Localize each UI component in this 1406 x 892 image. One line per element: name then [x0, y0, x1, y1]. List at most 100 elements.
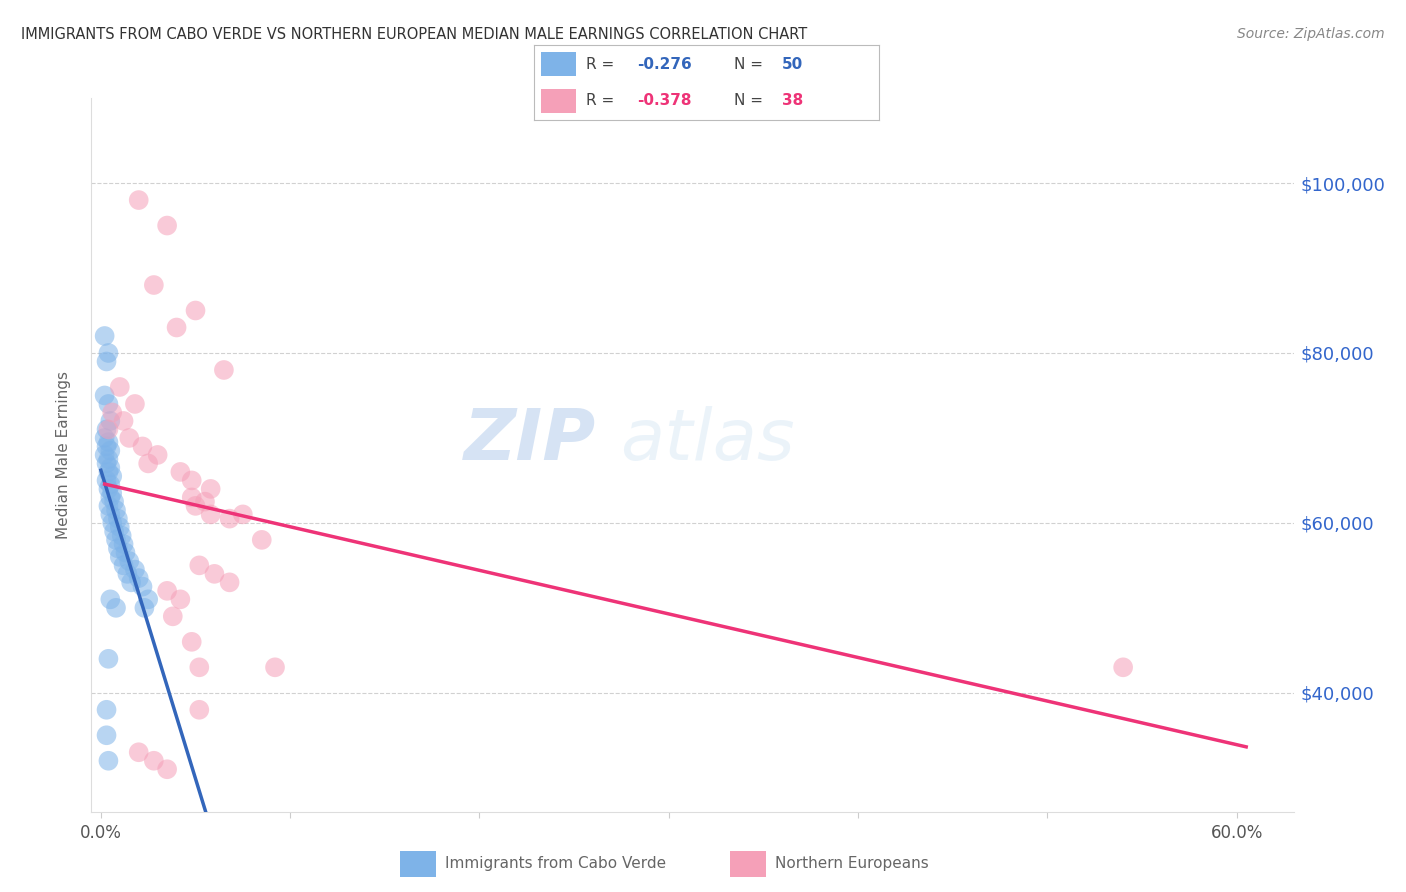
Point: [101, 405, 124, 419]
Point: [97, 482, 120, 496]
Point: [146, 448, 169, 462]
Point: [97, 652, 120, 666]
Point: [162, 609, 184, 624]
Point: [93, 448, 115, 462]
Point: [118, 554, 141, 568]
Point: [142, 278, 165, 293]
Text: Source: ZipAtlas.com: Source: ZipAtlas.com: [1237, 27, 1385, 41]
Point: [124, 563, 146, 577]
Point: [107, 541, 129, 556]
Point: [120, 575, 142, 590]
Bar: [401, 851, 436, 877]
Point: [180, 635, 202, 649]
Point: [114, 546, 136, 560]
Point: [105, 533, 128, 547]
Point: [166, 320, 188, 334]
Point: [98, 477, 121, 491]
Point: [136, 592, 159, 607]
Point: [169, 592, 191, 607]
Point: [105, 503, 128, 517]
Point: [131, 580, 153, 594]
Text: R =: R =: [586, 93, 619, 108]
Point: [136, 457, 159, 471]
Text: Northern Europeans: Northern Europeans: [775, 855, 929, 871]
Point: [96, 474, 118, 488]
Point: [98, 592, 121, 607]
Point: [142, 754, 165, 768]
Point: [128, 571, 150, 585]
Point: [96, 439, 118, 453]
Point: [250, 533, 273, 547]
Point: [218, 511, 240, 525]
Point: [93, 388, 115, 402]
Point: [184, 303, 207, 318]
Text: IMMIGRANTS FROM CABO VERDE VS NORTHERN EUROPEAN MEDIAN MALE EARNINGS CORRELATION: IMMIGRANTS FROM CABO VERDE VS NORTHERN E…: [21, 27, 807, 42]
Text: -0.276: -0.276: [638, 57, 692, 72]
Point: [117, 566, 139, 581]
Text: N =: N =: [734, 57, 768, 72]
Point: [108, 549, 131, 564]
Point: [111, 528, 134, 542]
Y-axis label: Median Male Earnings: Median Male Earnings: [56, 371, 70, 539]
Point: [156, 219, 179, 233]
Point: [97, 452, 120, 467]
Point: [97, 435, 120, 450]
Point: [108, 520, 131, 534]
Point: [97, 422, 120, 436]
Point: [107, 511, 129, 525]
Point: [128, 193, 150, 207]
Point: [97, 346, 120, 360]
Point: [96, 728, 118, 742]
Point: [98, 414, 121, 428]
Text: 50: 50: [782, 57, 804, 72]
Point: [188, 558, 211, 573]
Point: [96, 703, 118, 717]
Text: atlas: atlas: [620, 406, 794, 475]
Point: [180, 474, 202, 488]
Point: [134, 600, 156, 615]
Point: [97, 499, 120, 513]
Point: [98, 491, 121, 505]
Point: [169, 465, 191, 479]
Text: 38: 38: [782, 93, 804, 108]
Point: [98, 460, 121, 475]
Point: [96, 354, 118, 368]
Point: [101, 469, 124, 483]
Point: [112, 537, 135, 551]
Point: [200, 482, 222, 496]
Point: [118, 431, 141, 445]
Point: [128, 745, 150, 759]
Point: [98, 508, 121, 522]
Point: [112, 414, 135, 428]
Point: [93, 431, 115, 445]
Point: [97, 754, 120, 768]
Point: [188, 703, 211, 717]
Point: [232, 508, 254, 522]
Bar: [541, 52, 575, 77]
Point: [97, 465, 120, 479]
Point: [218, 575, 240, 590]
Point: [98, 443, 121, 458]
Text: -0.378: -0.378: [638, 93, 692, 108]
Point: [101, 486, 124, 500]
Point: [131, 439, 153, 453]
Point: [194, 494, 217, 508]
Text: N =: N =: [734, 93, 768, 108]
Point: [93, 329, 115, 343]
Bar: [541, 88, 575, 112]
Point: [156, 762, 179, 776]
Point: [96, 422, 118, 436]
Point: [180, 491, 202, 505]
Point: [156, 583, 179, 598]
Point: [200, 508, 222, 522]
Point: [1112, 660, 1135, 674]
Text: R =: R =: [586, 57, 619, 72]
Point: [108, 380, 131, 394]
Point: [204, 566, 226, 581]
Point: [124, 397, 146, 411]
Point: [103, 494, 125, 508]
Point: [96, 457, 118, 471]
Text: Immigrants from Cabo Verde: Immigrants from Cabo Verde: [446, 855, 666, 871]
Point: [188, 660, 211, 674]
Point: [184, 499, 207, 513]
